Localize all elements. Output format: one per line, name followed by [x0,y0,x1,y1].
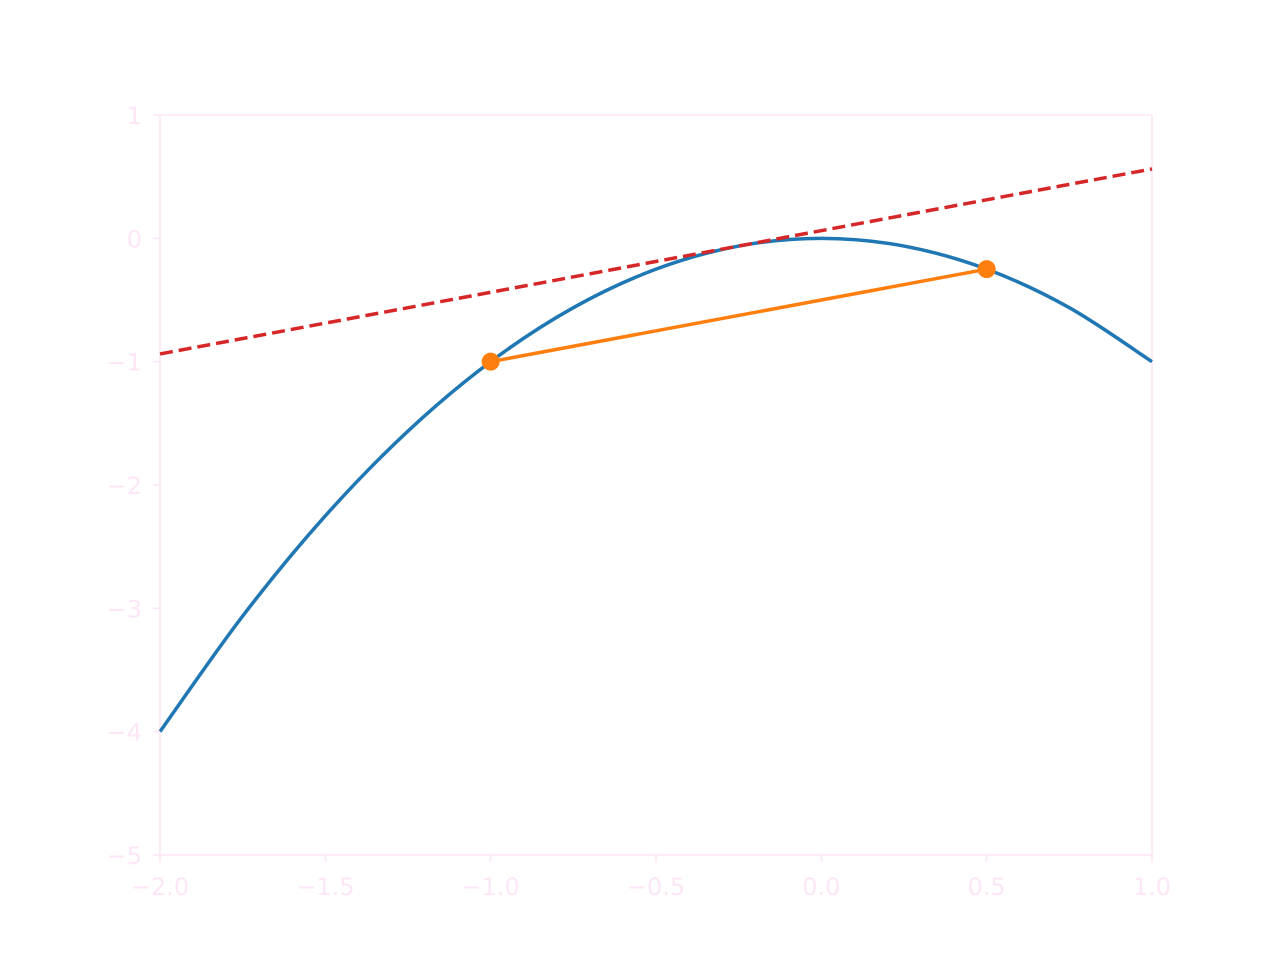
x-tick-label-1: −1.5 [296,873,354,901]
x-tick-label-6: 1.0 [1133,873,1171,901]
y-tick-label-2: −1 [107,349,142,377]
y-tick-label-3: −2 [107,472,142,500]
series-line-0 [158,236,1153,733]
tick-layer: −2.0 −1.5 −1.0 −0.5 0.0 0.5 1.0 1 0 −1 −2 −3 −4 −5 [107,102,1171,901]
y-tick-label-0: 1 [127,102,142,130]
x-tick-label-0: −2.0 [131,873,189,901]
plot-area [158,167,1153,733]
x-tick-label-4: 0.0 [802,873,840,901]
series-line-2 [159,167,1153,356]
y-tick-label-6: −5 [107,842,142,870]
x-tick-label-5: 0.5 [968,873,1006,901]
y-tick-label-1: 0 [127,225,142,253]
series-line-1 [490,267,987,364]
series-1-point-0 [481,352,500,371]
x-tick-label-3: −0.5 [627,873,685,901]
y-tick-label-5: −4 [107,719,142,747]
axes-frame [159,114,1153,856]
series-1-point-1 [977,260,996,279]
x-tick-label-2: −1.0 [462,873,520,901]
y-tick-label-4: −3 [107,595,142,623]
